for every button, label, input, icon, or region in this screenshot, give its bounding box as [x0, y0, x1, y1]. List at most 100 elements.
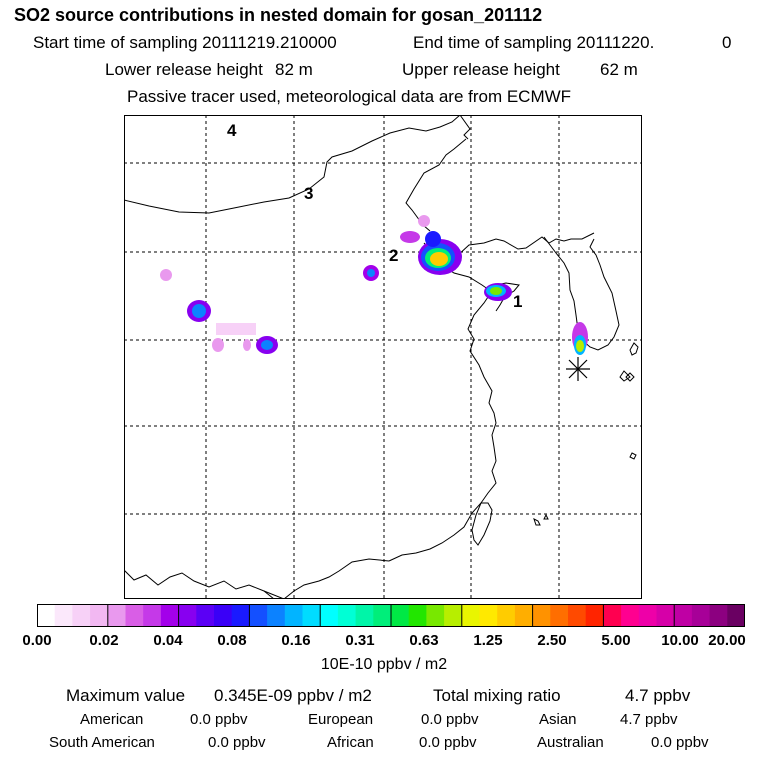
- colorbar-cell: [284, 604, 303, 627]
- map-grid: [124, 115, 642, 599]
- colorbar-cell: [107, 604, 126, 627]
- plot-title: SO2 source contributions in nested domai…: [14, 5, 543, 25]
- colorbar-cell: [302, 604, 321, 627]
- upper-release-value: 62 m: [600, 60, 638, 79]
- colorbar-tick: 0.31: [345, 632, 375, 649]
- coastlines: [124, 115, 639, 599]
- colorbar-cell: [497, 604, 516, 627]
- plume-spot: [400, 231, 420, 243]
- region-label-1: 1: [513, 292, 522, 311]
- colorbar-cell: [72, 604, 91, 627]
- map-panel: 1 2 3 4: [124, 115, 642, 599]
- colorbar-cell: [196, 604, 215, 627]
- plume-spot: [192, 304, 206, 318]
- receptor-asterisk-icon: [566, 357, 590, 381]
- tracer-note: Passive tracer used, meteorological data…: [127, 87, 572, 106]
- colorbar-cell: [54, 604, 73, 627]
- region-name: American: [80, 711, 144, 728]
- colorbar-tick: 0.04: [153, 632, 183, 649]
- plume-spot: [243, 339, 251, 351]
- colorbar-tick: 10.00: [661, 632, 699, 649]
- colorbar-cell: [373, 604, 392, 627]
- region-value: 0.0 ppbv: [190, 711, 248, 728]
- plume-spot: [576, 340, 584, 352]
- colorbar-cell: [160, 604, 180, 627]
- plume-sources: [160, 215, 588, 355]
- max-value-label: Maximum value: [66, 686, 186, 705]
- end-time-label: End time of sampling 20111220.: [413, 33, 655, 52]
- colorbar-tick: 0.02: [89, 632, 119, 649]
- max-value: 0.345E-09 ppbv / m2: [214, 686, 372, 705]
- region-value: 0.0 ppbv: [651, 734, 709, 751]
- colorbar-cell: [231, 604, 250, 627]
- upper-release-label: Upper release height: [402, 60, 560, 79]
- colorbar-cell: [426, 604, 445, 627]
- region-name: Asian: [539, 711, 577, 728]
- colorbar-cell: [408, 604, 427, 627]
- colorbar-cell: [656, 604, 675, 627]
- colorbar-cell: [37, 604, 56, 627]
- colorbar-cell: [568, 604, 587, 627]
- colorbar-cell: [214, 604, 233, 627]
- plume-spot: [418, 215, 430, 227]
- colorbar-cell: [337, 604, 357, 627]
- colorbar-tick: 2.50: [537, 632, 567, 649]
- region-value: 0.0 ppbv: [419, 734, 477, 751]
- colorbar-cell: [444, 604, 463, 627]
- region-label-3: 3: [304, 184, 313, 203]
- colorbar-cell: [674, 604, 693, 627]
- region-value: 0.0 ppbv: [208, 734, 266, 751]
- colorbar-cell: [532, 604, 551, 627]
- colorbar-cell: [691, 604, 711, 627]
- lower-release-value: 82 m: [275, 60, 313, 79]
- colorbar-cell: [550, 604, 569, 627]
- plume-spot: [430, 252, 448, 266]
- colorbar-cell: [143, 604, 162, 627]
- colorbar-tick: 0.16: [281, 632, 311, 649]
- total-mixing-value: 4.7 ppbv: [625, 686, 691, 705]
- map-frame: [124, 115, 642, 599]
- colorbar-cell: [709, 604, 728, 627]
- region-name: European: [308, 711, 374, 728]
- lower-release-label: Lower release height: [105, 60, 263, 79]
- colorbar-cell: [479, 604, 498, 627]
- region-label-4: 4: [227, 121, 237, 140]
- colorbar-tick: 5.00: [601, 632, 631, 649]
- colorbar-cell: [90, 604, 109, 627]
- colorbar-tick: 20.00: [708, 632, 746, 649]
- colorbar-cell: [461, 604, 480, 627]
- plume-spot: [490, 287, 502, 295]
- colorbar-cell: [320, 604, 339, 627]
- colorbar-tick: 0.08: [217, 632, 247, 649]
- start-time-label: Start time of sampling 20111219.210000: [33, 33, 337, 52]
- plume-spot: [216, 323, 256, 335]
- region-name: South American: [49, 734, 155, 751]
- colorbar-cell: [125, 604, 144, 627]
- colorbar-cell: [638, 604, 657, 627]
- colorbar-cell: [178, 604, 197, 627]
- colorbar-cell: [621, 604, 640, 627]
- region-label-2: 2: [389, 246, 398, 265]
- colorbar-unit: 10E-10 ppbv / m2: [320, 656, 448, 673]
- colorbar-cell: [249, 604, 268, 627]
- colorbar-tick: 0.00: [22, 632, 52, 649]
- end-time-value: 0: [722, 33, 732, 52]
- plume-spot: [212, 338, 224, 352]
- plume-spot: [367, 269, 375, 277]
- colorbar-cell: [391, 604, 410, 627]
- region-value: 4.7 ppbv: [620, 711, 678, 728]
- plume-spot: [160, 269, 172, 281]
- region-name: African: [327, 734, 374, 751]
- colorbar-cell: [514, 604, 534, 627]
- colorbar-cell: [727, 604, 745, 627]
- region-value: 0.0 ppbv: [421, 711, 479, 728]
- colorbar-cell: [355, 604, 374, 627]
- colorbar-tick: 0.63: [409, 632, 439, 649]
- plume-spot: [261, 340, 273, 350]
- colorbar-tick: 1.25: [473, 632, 503, 649]
- colorbar-cell: [585, 604, 604, 627]
- colorbar: [37, 604, 745, 627]
- region-name: Australian: [537, 734, 604, 751]
- colorbar-cell: [267, 604, 286, 627]
- colorbar-cell: [603, 604, 622, 627]
